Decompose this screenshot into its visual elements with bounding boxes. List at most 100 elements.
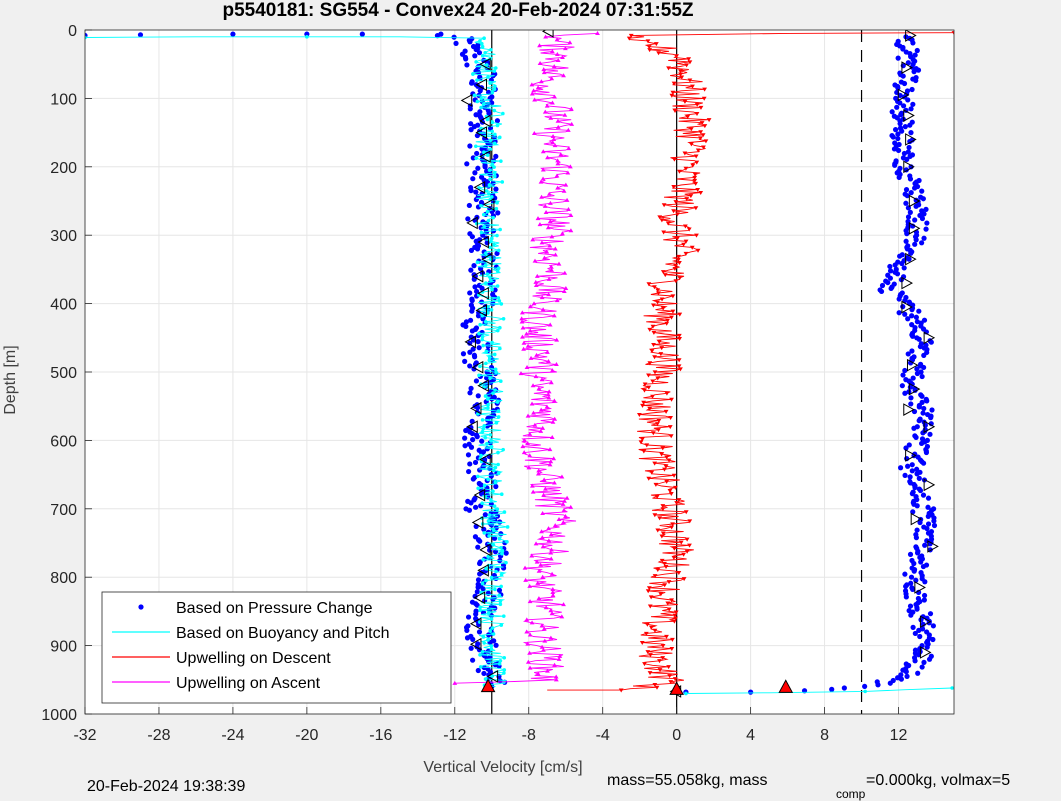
data-point [702,124,708,129]
data-point [684,549,690,554]
data-point [467,143,473,149]
data-point [698,105,704,110]
data-point [497,662,502,666]
data-point [474,144,478,149]
data-point [909,348,915,354]
data-point [492,69,497,73]
data-point [496,409,501,413]
data-point [921,317,928,323]
data-point [492,141,497,146]
data-point [661,230,667,235]
data-point [490,340,494,345]
data-point [698,191,704,196]
data-point [913,532,919,538]
data-point [496,462,500,467]
data-point [494,118,501,124]
data-point [494,569,498,574]
data-point [462,443,468,449]
series-line [547,32,954,691]
data-point [486,110,492,116]
data-point [692,178,698,183]
data-point [466,507,473,513]
data-point [556,656,562,661]
data-point [909,313,915,319]
data-point [519,310,525,315]
data-point [549,611,555,616]
data-point [505,540,509,544]
data-point [548,556,554,561]
data-point [914,319,920,325]
data-point [908,401,914,407]
data-point [644,622,650,627]
data-point [480,316,486,322]
data-point [695,248,701,253]
data-point [669,397,674,402]
data-point [467,349,473,355]
data-point [471,72,475,76]
data-point [483,319,488,324]
data-point [487,534,491,538]
data-point [548,459,554,464]
data-point [912,433,918,439]
data-point [895,147,902,154]
data-point [645,589,651,594]
data-point [685,115,691,120]
data-point [688,194,694,199]
data-point [468,500,474,506]
data-point [560,520,566,525]
marker [905,133,917,146]
data-point [905,60,911,66]
data-point [475,260,480,265]
data-point [919,436,926,442]
data-point [545,349,550,354]
data-point [676,364,682,369]
data-point [489,617,494,621]
data-point [469,328,475,334]
data-point [481,427,486,431]
data-point [499,623,504,627]
data-point [671,184,677,189]
data-point [490,162,495,166]
data-point [905,316,911,322]
data-point [532,422,538,427]
data-point [523,577,529,582]
data-point [659,346,665,351]
data-point [542,638,548,643]
data-point [928,529,935,535]
data-point [493,465,498,470]
data-point [650,324,656,329]
data-point [672,677,678,682]
data-point [495,269,500,273]
data-point [488,278,493,282]
data-point [563,182,569,187]
y-tick-label: 400 [50,297,77,314]
data-point [673,200,679,205]
data-point [563,514,568,518]
marker [471,269,484,283]
data-point [547,243,553,248]
data-point [465,452,472,458]
data-point [489,498,493,502]
data-point [539,529,544,534]
data-point [501,111,505,116]
marker [475,126,488,139]
data-point [895,135,901,142]
data-point [480,650,485,654]
data-point [665,221,671,226]
x-tick-label: 8 [820,727,829,744]
data-point [493,388,497,392]
data-point [684,63,690,68]
data-point [695,148,701,153]
marker [479,453,491,466]
y-tick-label: 300 [50,228,77,245]
data-point [642,382,648,387]
data-point [657,659,662,664]
data-point [547,219,553,224]
data-point [553,252,558,257]
data-point [542,203,548,208]
data-point [895,55,901,61]
data-point [483,394,488,398]
data-point [924,538,930,544]
data-point [545,392,551,397]
data-point [498,599,503,604]
